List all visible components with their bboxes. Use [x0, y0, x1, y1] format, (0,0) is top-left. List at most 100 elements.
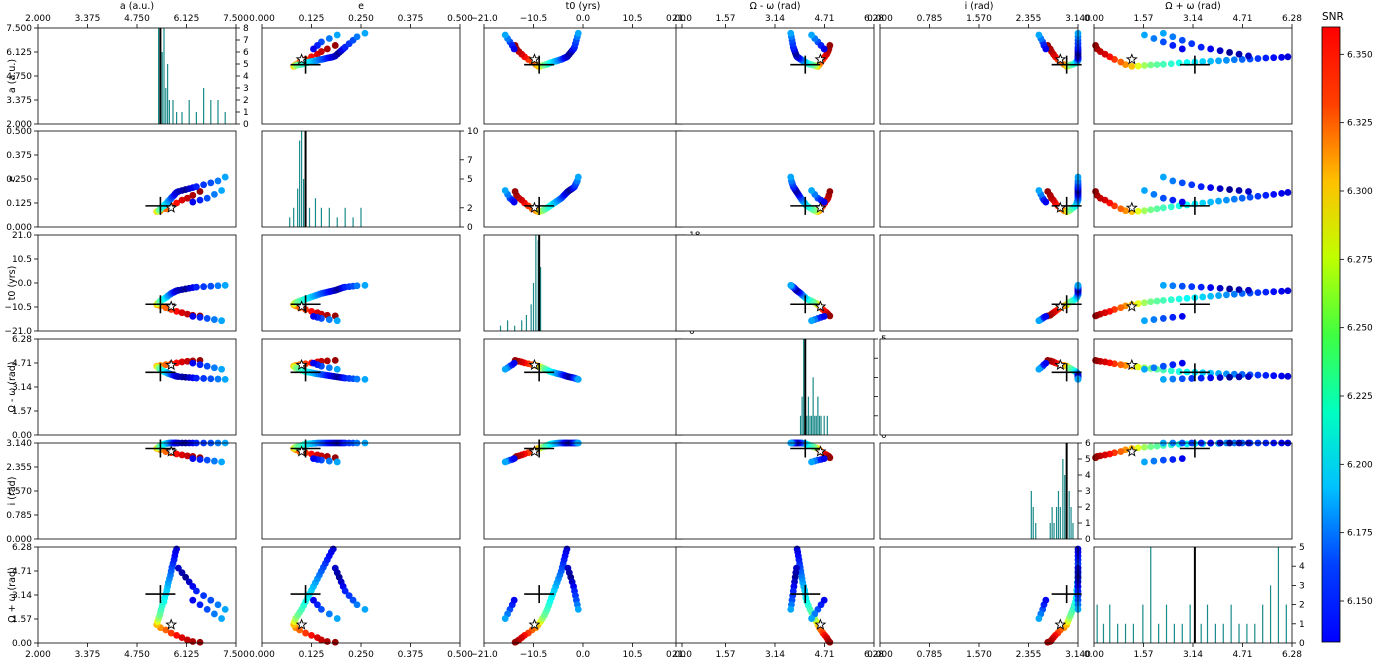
sample-point: [1141, 458, 1148, 466]
sample-point: [214, 601, 222, 609]
panel-op-vs-op: 0 1 2 3 4 5 0.00 1.57 3.14 4.71 6.28: [1084, 543, 1305, 660]
x-tick-label: 1.570: [966, 650, 992, 660]
sample-point: [511, 188, 519, 195]
panel-frame: [1093, 234, 1293, 332]
sample-point: [173, 450, 181, 458]
sample-point: [1178, 282, 1186, 290]
panel-background: [676, 443, 874, 539]
sample-point: [1141, 443, 1148, 451]
sample-point: [1207, 57, 1215, 65]
x-tick-label: 0.00: [666, 650, 686, 660]
x-tick-label: 0.125: [299, 650, 325, 660]
sample-point: [189, 596, 197, 604]
panel-background: [38, 28, 236, 124]
panel-background: [676, 339, 874, 435]
sample-point: [1270, 54, 1278, 62]
sample-point: [221, 173, 229, 181]
sample-point: [1207, 374, 1215, 382]
best-fit-star: [1054, 201, 1067, 213]
sample-point: [178, 451, 186, 459]
sample-point: [193, 283, 200, 291]
hist-count-tick-label: 0: [1299, 639, 1305, 649]
sample-point: [203, 362, 211, 370]
sample-point: [1035, 615, 1043, 622]
sample-point: [314, 601, 321, 609]
sample-point: [173, 307, 181, 315]
sample-point: [1278, 372, 1285, 380]
best-fit-star: [528, 445, 541, 457]
sample-point: [1223, 291, 1230, 299]
sample-point: [1197, 283, 1205, 291]
sample-point: [1178, 179, 1186, 187]
sample-point: [1284, 287, 1292, 295]
sample-point: [1044, 638, 1052, 646]
sample-point: [1147, 298, 1155, 306]
sample-point: [1216, 374, 1224, 381]
sample-point: [203, 456, 211, 464]
top-tick-label: 0.785: [917, 14, 943, 24]
sample-point: [1178, 45, 1186, 53]
left-axis-label: a (a.u.): [7, 59, 18, 93]
sample-point: [203, 605, 211, 613]
panel-background: [38, 131, 236, 227]
panel-frame: [261, 338, 461, 436]
sample-point: [1199, 293, 1207, 301]
sample-point: [510, 198, 518, 206]
sample-point: [1159, 194, 1167, 202]
y-tick-label: −10.5: [4, 303, 32, 313]
sample-point: [826, 42, 834, 49]
sample-point: [1167, 367, 1175, 375]
sample-point: [211, 364, 218, 372]
x-tick-label: 0.785: [917, 650, 943, 660]
sample-point: [325, 316, 333, 323]
sample-point: [1270, 190, 1278, 198]
sample-point: [1254, 192, 1262, 200]
sample-point: [214, 375, 222, 383]
x-tick-label: 0.000: [867, 650, 893, 660]
sample-point: [826, 454, 834, 462]
panel-background: [676, 547, 874, 643]
sample-point: [218, 317, 226, 325]
top-tick-label: 0.500: [447, 14, 473, 24]
panel-frame: [261, 130, 461, 228]
top-tick-label: 0.375: [398, 14, 424, 24]
hist-count-tick-label: 2: [467, 204, 473, 214]
colorbar-tick-label: 6.150: [1347, 597, 1373, 607]
sample-point: [1141, 299, 1148, 307]
x-tick-label: 3.14: [1183, 650, 1203, 660]
sample-point: [203, 194, 211, 202]
sample-point: [207, 179, 215, 187]
sample-point: [820, 455, 828, 462]
top-tick-label: 6.125: [174, 14, 200, 24]
hist-count-tick-label: 0: [467, 223, 473, 233]
x-tick-label: 3.140: [1065, 650, 1091, 660]
panel-background: [1094, 339, 1292, 435]
sample-point: [808, 317, 815, 325]
top-tick-label: 7.500: [223, 14, 249, 24]
sample-point: [349, 596, 357, 604]
sample-point: [193, 374, 200, 382]
sample-point: [296, 626, 304, 634]
sample-point: [310, 359, 317, 367]
sample-point: [325, 364, 333, 372]
sample-point: [1199, 58, 1207, 65]
panel-background: [262, 28, 460, 124]
sample-point: [1199, 199, 1207, 207]
y-tick-label: 3.375: [6, 96, 32, 106]
panel-background: [484, 235, 682, 331]
best-fit-star: [165, 300, 178, 312]
sample-point: [1284, 372, 1292, 380]
sample-point: [1159, 362, 1167, 370]
panel-background: [262, 339, 460, 435]
hist-count-tick-label: 6: [243, 48, 249, 58]
best-fit-star: [295, 618, 308, 630]
sample-point: [1230, 195, 1238, 203]
hist-count-tick-label: 2: [1085, 503, 1091, 513]
sample-point: [1207, 292, 1215, 300]
panel-e-vs-a: 0.000 0.125 0.250 0.375 0.500: [6, 127, 237, 233]
sample-point: [318, 605, 325, 613]
y-tick-label: 0.250: [6, 175, 32, 185]
sample-point: [1215, 292, 1222, 299]
hist-count-tick-label: 7: [467, 156, 473, 166]
sample-point: [510, 45, 518, 53]
